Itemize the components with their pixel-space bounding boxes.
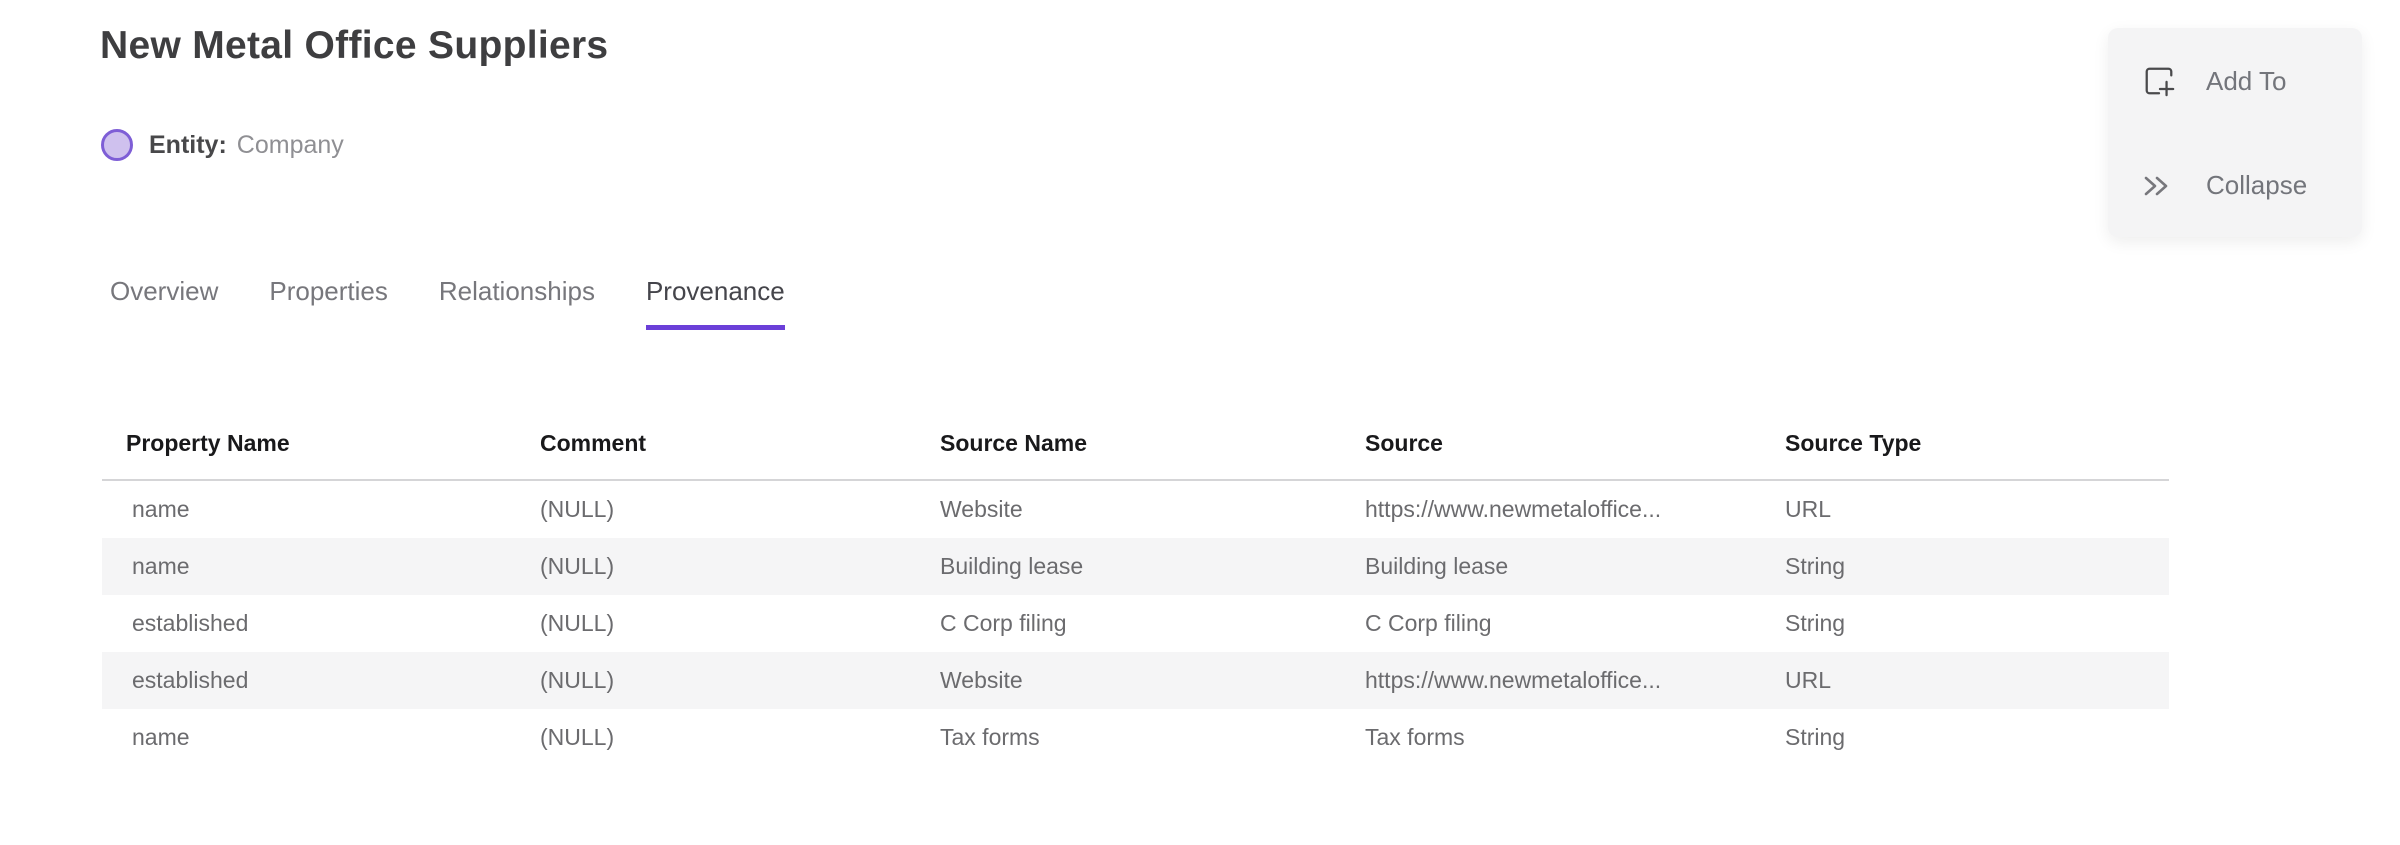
- table-row: established (NULL) Website https://www.n…: [102, 652, 2169, 709]
- column-header-source: Source: [1365, 430, 1443, 456]
- column-header-comment: Comment: [540, 430, 647, 456]
- cell-source: https://www.newmetaloffice...: [1365, 496, 1662, 522]
- cell-comment: (NULL): [540, 553, 615, 579]
- cell-property-name: established: [132, 610, 249, 636]
- table-header-row: Property Name Comment Source Name Source…: [102, 430, 2169, 481]
- tab-bar: Overview Properties Relationships Proven…: [110, 276, 785, 330]
- cell-source-name: Building lease: [940, 553, 1084, 579]
- cell-property-name: established: [132, 667, 249, 693]
- actions-panel: Add To Collapse: [2108, 28, 2362, 237]
- cell-source-type: String: [1785, 553, 1846, 579]
- cell-property-name: name: [132, 724, 190, 750]
- cell-property-name: name: [132, 553, 190, 579]
- cell-source: C Corp filing: [1365, 610, 1492, 636]
- column-header-source-type: Source Type: [1785, 430, 1922, 456]
- cell-source-name: C Corp filing: [940, 610, 1067, 636]
- table-row: name (NULL) Website https://www.newmetal…: [102, 481, 2169, 538]
- tab-provenance[interactable]: Provenance: [645, 276, 785, 330]
- tab-relationships[interactable]: Relationships: [438, 276, 595, 306]
- tab-overview[interactable]: Overview: [110, 276, 219, 306]
- entity-value: Company: [236, 130, 344, 159]
- tab-properties[interactable]: Properties: [269, 276, 388, 306]
- column-header-source-name: Source Name: [940, 430, 1088, 456]
- entity-label: Entity:: [149, 130, 227, 159]
- table-row: name (NULL) Building lease Building leas…: [102, 538, 2169, 595]
- column-header-property-name: Property Name: [126, 430, 290, 456]
- table-row: name (NULL) Tax forms Tax forms String: [102, 709, 2169, 766]
- cell-comment: (NULL): [540, 610, 615, 636]
- entity-type-row: Entity: Company: [101, 129, 344, 161]
- cell-source-name: Tax forms: [940, 724, 1040, 750]
- cell-source: https://www.newmetaloffice...: [1365, 667, 1662, 693]
- entity-type-icon: [101, 129, 133, 161]
- cell-property-name: name: [132, 496, 190, 522]
- cell-source-name: Website: [940, 496, 1023, 522]
- cell-source-name: Website: [940, 667, 1023, 693]
- cell-source-type: URL: [1785, 667, 1832, 693]
- collapse-label: Collapse: [2206, 170, 2308, 200]
- cell-source: Building lease: [1365, 553, 1509, 579]
- cell-comment: (NULL): [540, 724, 615, 750]
- table-row: established (NULL) C Corp filing C Corp …: [102, 595, 2169, 652]
- cell-comment: (NULL): [540, 667, 615, 693]
- table-body: name (NULL) Website https://www.newmetal…: [102, 481, 2169, 766]
- add-to-label: Add To: [2206, 65, 2287, 96]
- cell-source-type: String: [1785, 610, 1846, 636]
- cell-source: Tax forms: [1365, 724, 1465, 750]
- cell-comment: (NULL): [540, 496, 615, 522]
- add-to-button[interactable]: Add To: [2142, 64, 2362, 98]
- cell-source-type: String: [1785, 724, 1846, 750]
- cell-source-type: URL: [1785, 496, 1832, 522]
- double-chevron-right-icon: [2142, 174, 2206, 198]
- page-title: New Metal Office Suppliers: [100, 24, 609, 67]
- provenance-table: Property Name Comment Source Name Source…: [102, 430, 2169, 766]
- add-to-frame-icon: [2142, 64, 2206, 98]
- collapse-button[interactable]: Collapse: [2142, 170, 2362, 201]
